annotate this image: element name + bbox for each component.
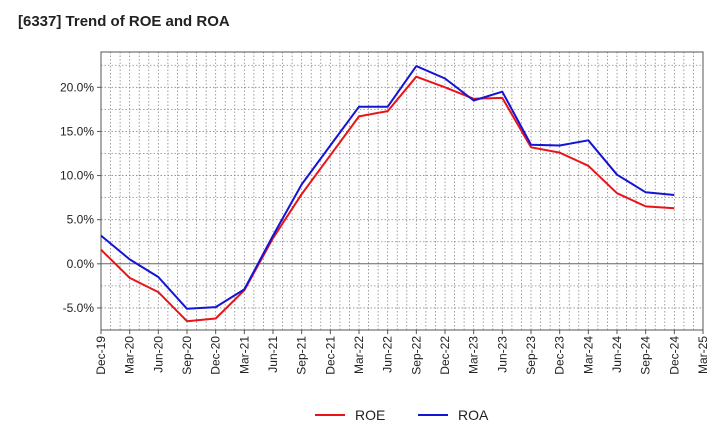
series-line-roa — [100, 65, 675, 310]
x-tick-label: Mar-24 — [581, 336, 595, 374]
y-tick-label: 15.0% — [60, 124, 94, 138]
legend-label-roa: ROA — [458, 407, 489, 423]
y-tick-label: 5.0% — [67, 213, 95, 227]
x-tick-label: Dec-23 — [553, 336, 567, 375]
x-tick-label: Jun-21 — [266, 336, 280, 373]
axes: -5.0% 0.0% 5.0% 10.0% 15.0% 20.0% Dec-19 Mar-20… — [60, 51, 710, 375]
x-tick-label: Jun-23 — [495, 336, 509, 373]
x-tick-label: Sep-24 — [639, 336, 653, 375]
x-tick-label: Sep-20 — [180, 336, 194, 375]
x-tick-label: Sep-21 — [295, 336, 309, 375]
x-tick-label: Jun-24 — [610, 336, 624, 373]
x-tick-label: Mar-22 — [352, 336, 366, 374]
x-tick-label: Mar-20 — [123, 336, 137, 374]
x-tick-label: Sep-22 — [409, 336, 423, 375]
plot-frame — [100, 51, 704, 331]
x-tick-label: Dec-21 — [323, 336, 337, 375]
chart-title: [6337] Trend of ROE and ROA — [18, 13, 230, 30]
x-tick-label: Dec-22 — [438, 336, 452, 375]
series-lines — [100, 65, 675, 323]
series-line-roe — [100, 75, 675, 323]
x-tick-label: Mar-25 — [696, 336, 710, 374]
y-tick-label: 10.0% — [60, 169, 94, 183]
legend-label-roe: ROE — [355, 407, 385, 423]
x-tick-label: Mar-23 — [467, 336, 481, 374]
x-tick-label: Jun-22 — [381, 336, 395, 373]
legend: ROE ROA — [315, 407, 489, 423]
x-tick-label: Mar-21 — [237, 336, 251, 374]
y-tick-label: -5.0% — [63, 301, 95, 315]
x-tick-label: Dec-24 — [667, 336, 681, 375]
y-tick-label: 20.0% — [60, 80, 94, 94]
y-tick-label: 0.0% — [67, 257, 95, 271]
x-tick-label: Dec-20 — [209, 336, 223, 375]
x-tick-label: Sep-23 — [524, 336, 538, 375]
x-tick-label: Dec-19 — [94, 336, 108, 375]
grid-lines — [101, 52, 703, 330]
x-tick-label: Jun-20 — [151, 336, 165, 373]
